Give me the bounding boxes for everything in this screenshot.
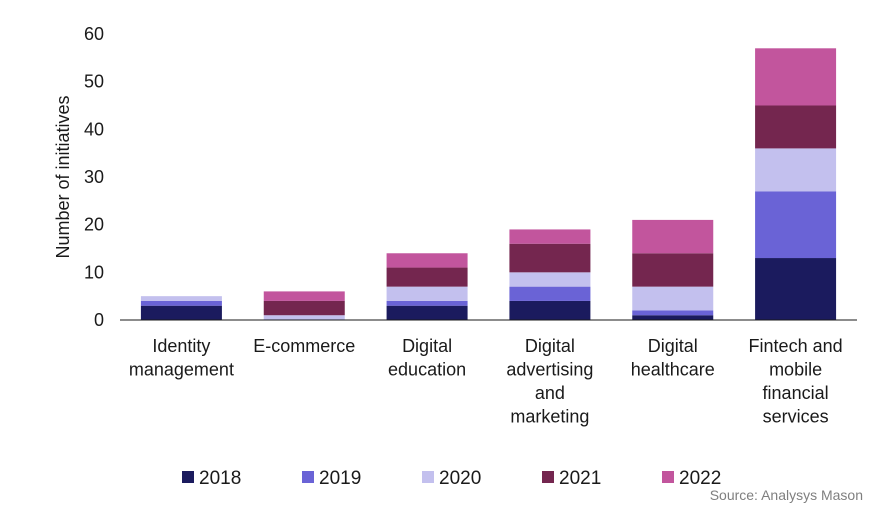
category-label: and: [535, 383, 565, 403]
bar-segment-2022: [509, 229, 591, 244]
bar-segment-2021: [509, 243, 591, 273]
bar-segment-2020: [386, 286, 468, 301]
bar-segment-2019: [386, 300, 468, 306]
bar-segment-2018: [386, 305, 468, 320]
bars: [140, 48, 837, 320]
bar-segment-2019: [140, 300, 222, 306]
bar-segment-2018: [140, 305, 222, 320]
bar-segment-2018: [755, 258, 837, 320]
legend-label-2019: 2019: [319, 468, 361, 489]
bar-segment-2019: [755, 191, 837, 259]
category-label: advertising: [506, 360, 593, 380]
category-label: Identity: [152, 336, 210, 356]
category-label: Digital: [402, 336, 452, 356]
y-tick-label: 60: [84, 24, 104, 44]
legend-swatch-2018: [182, 471, 194, 483]
bar-segment-2018: [632, 315, 714, 320]
bar-segment-2019: [632, 310, 714, 316]
legend-label-2021: 2021: [559, 468, 601, 489]
bar-segment-2022: [755, 48, 837, 106]
source-note: Source: Analysys Mason: [709, 487, 863, 503]
bar-segment-2022: [632, 219, 714, 254]
y-tick-label: 0: [94, 310, 104, 330]
category-label: mobile: [769, 360, 822, 380]
y-axis-label: Number of initiatives: [53, 95, 73, 258]
legend-swatch-2019: [302, 471, 314, 483]
bar-segment-2022: [263, 291, 345, 301]
y-tick-label: 50: [84, 72, 104, 92]
bar-segment-2020: [263, 315, 345, 320]
category-label: marketing: [510, 407, 589, 427]
bar-segment-2021: [755, 105, 837, 149]
category-label: Digital: [648, 336, 698, 356]
bar-segment-2020: [509, 272, 591, 287]
category-label: services: [763, 407, 829, 427]
category-label: education: [388, 360, 466, 380]
legend-swatch-2020: [422, 471, 434, 483]
bar-segment-2020: [632, 286, 714, 311]
category-label: financial: [763, 383, 829, 403]
bar-segment-2019: [509, 286, 591, 301]
category-label: healthcare: [631, 360, 715, 380]
y-tick-label: 10: [84, 262, 104, 282]
legend-label-2020: 2020: [439, 468, 481, 489]
y-tick-label: 30: [84, 167, 104, 187]
bar-segment-2018: [509, 300, 591, 320]
legend: 2018 2019 2020 2021 2022: [182, 468, 721, 489]
bar-segment-2021: [632, 253, 714, 287]
legend-swatch-2022: [662, 471, 674, 483]
y-tick-label: 20: [84, 215, 104, 235]
category-label: Digital: [525, 336, 575, 356]
legend-swatch-2021: [542, 471, 554, 483]
y-tick-label: 40: [84, 119, 104, 139]
legend-label-2018: 2018: [199, 468, 241, 489]
bar-segment-2020: [140, 296, 222, 301]
category-label: E-commerce: [253, 336, 355, 356]
category-label: Fintech and: [749, 336, 843, 356]
bar-segment-2021: [386, 267, 468, 287]
x-axis: Identity management E-commerce Digital educa…: [120, 319, 857, 427]
y-axis: 0 10 20 30 40 50 60 Number of initiatives: [53, 24, 104, 330]
bar-segment-2022: [386, 253, 468, 268]
category-label: management: [129, 360, 234, 380]
bar-segment-2020: [755, 148, 837, 192]
legend-label-2022: 2022: [679, 468, 721, 489]
bar-segment-2021: [263, 300, 345, 316]
